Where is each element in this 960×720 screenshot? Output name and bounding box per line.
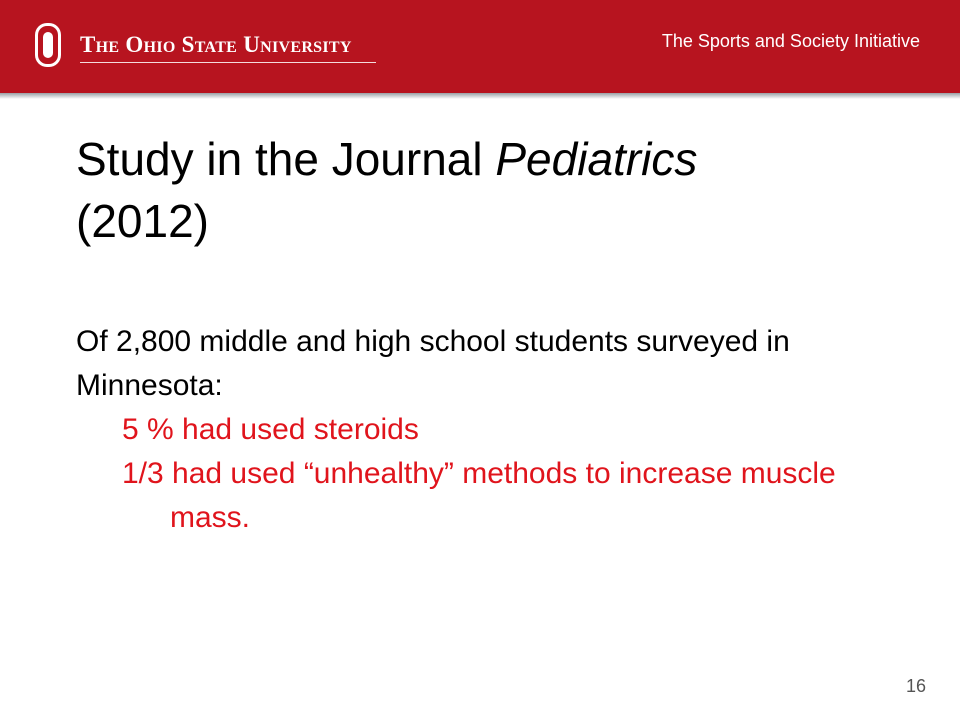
title-main: Study in the Journal xyxy=(76,133,496,185)
block-o-logo-icon xyxy=(35,23,61,67)
university-underline xyxy=(80,62,376,63)
slide-title: Study in the Journal Pediatrics (2012) xyxy=(76,128,906,252)
university-name: The Ohio State University xyxy=(80,32,352,57)
slide-number: 16 xyxy=(905,676,926,696)
initiative-name: The Sports and Society Initiative xyxy=(661,31,920,51)
header-shadow xyxy=(0,93,960,99)
title-year: (2012) xyxy=(76,195,209,247)
slide-body: Of 2,800 middle and high school students… xyxy=(76,320,916,540)
point-steroids: 5 % had used steroids xyxy=(122,413,419,446)
title-journal: Pediatrics xyxy=(495,133,698,185)
intro-text: Of 2,800 middle and high school students… xyxy=(76,325,790,402)
point-unhealthy-methods: 1/3 had used “unhealthy” methods to incr… xyxy=(122,457,836,534)
header-banner: The Ohio State University The Sports and… xyxy=(0,0,960,93)
